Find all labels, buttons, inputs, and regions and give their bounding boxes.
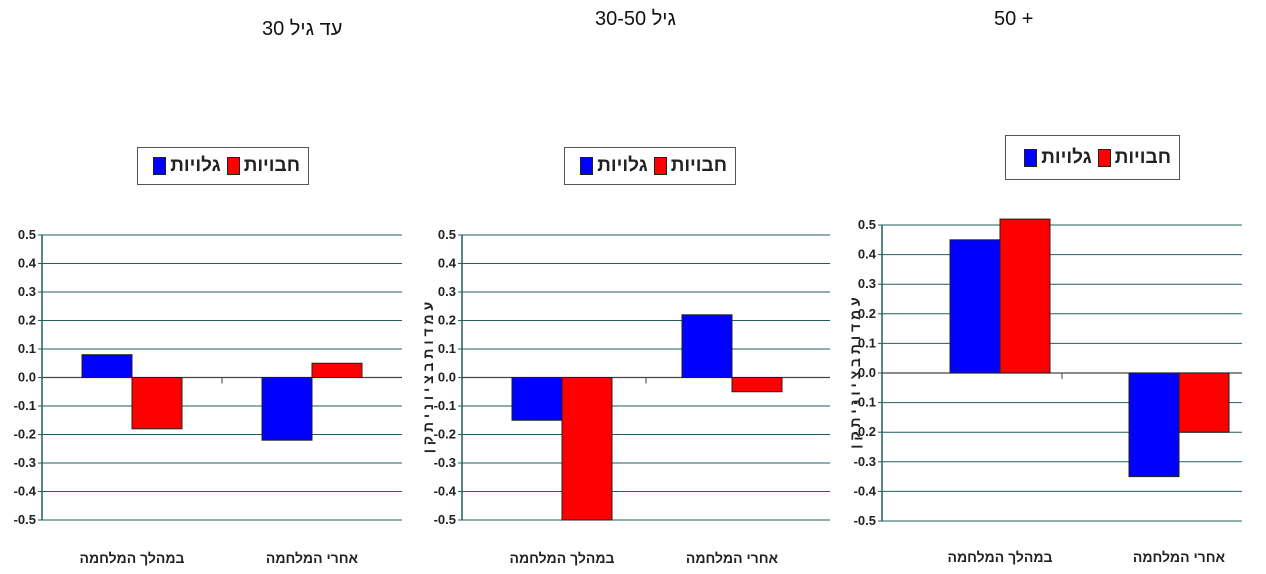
bar-visible — [681, 314, 733, 379]
y-tick-label: 0.4 — [18, 256, 37, 271]
y-axis-label: ע מ ד ו ת ב צ י ו נ י ת ק ן — [847, 297, 863, 448]
y-tick-label: -0.2 — [14, 427, 36, 442]
y-tick-label: 0.5 — [18, 227, 36, 242]
y-tick-label: -0.1 — [854, 395, 876, 410]
y-tick-label: -0.2 — [854, 424, 876, 439]
y-tick-label: 0.2 — [858, 306, 876, 321]
legend-swatch-blue — [1024, 148, 1038, 167]
legend-item-hidden: חבויות — [226, 155, 300, 177]
bar-visible — [81, 354, 133, 378]
bar-hidden — [1178, 372, 1230, 433]
legend-item-visible: גלויות — [580, 155, 648, 177]
bar-hidden — [131, 377, 183, 430]
legend-swatch-red — [226, 157, 240, 175]
y-tick-label: -0.3 — [14, 455, 36, 470]
legend-item-visible: גלויות — [153, 155, 221, 177]
y-tick-label: -0.3 — [434, 455, 456, 470]
bar-visible — [511, 377, 563, 421]
panel-30-50: גיל 30-50 חבויות גלויות -0.5 -0.4 -0.3 -0.2… — [420, 0, 840, 574]
x-category-label: אחרי המלחמה — [266, 550, 359, 566]
bar-visible — [949, 239, 1001, 374]
y-tick-label: 0.3 — [858, 276, 876, 291]
y-tick-label: 0.1 — [438, 341, 456, 356]
y-tick-label: -0.1 — [14, 398, 36, 413]
panel-title: עד גיל 30 — [262, 18, 343, 40]
legend-item-hidden: חבויות — [653, 155, 727, 177]
x-category-label: במהלך המלחמה — [80, 550, 185, 566]
y-tick-label: 0.0 — [858, 365, 876, 380]
legend-swatch-blue — [580, 157, 594, 175]
legend-swatch-blue — [153, 157, 167, 175]
y-tick-label: -0.2 — [434, 427, 456, 442]
bar-visible — [1128, 372, 1180, 478]
legend-label-hidden: חבויות — [1114, 146, 1171, 168]
legend-item-hidden: חבויות — [1097, 146, 1171, 169]
y-tick-label: 0.1 — [858, 335, 876, 350]
y-tick-label: -0.4 — [434, 484, 457, 499]
y-tick-label: 0.3 — [438, 284, 456, 299]
y-tick-label: -0.5 — [434, 512, 456, 527]
x-category-label: במהלך המלחמה — [948, 549, 1053, 565]
chart-legend: חבויות גלויות — [1005, 135, 1180, 180]
y-tick-label: -0.5 — [854, 513, 876, 528]
y-tick-label: 0.5 — [438, 227, 456, 242]
y-axis-label: ע מ ד ו ת ב צ י ו נ י ת ק ן — [420, 302, 436, 453]
y-tick-label: 0.3 — [18, 284, 36, 299]
y-tick-label: -0.1 — [434, 398, 456, 413]
x-category-label: אחרי המלחמה — [686, 550, 779, 566]
y-tick-label: 0.0 — [438, 370, 456, 385]
y-tick-label: 0.0 — [18, 370, 36, 385]
bar-chart: -0.5 -0.4 -0.3 -0.2 -0.1 0.0 0.1 0.2 0.3 0.4 0.5 במ… — [420, 227, 830, 566]
y-tick-label: 0.4 — [858, 247, 877, 262]
legend-swatch-red — [653, 157, 667, 175]
bar-chart: -0.5 -0.4 -0.3 -0.2 -0.1 0.0 0.1 0.2 0.3 0.4 0.5 במ… — [847, 217, 1242, 565]
y-tick-label: 0.2 — [18, 313, 36, 328]
bar-hidden — [561, 377, 613, 521]
y-tick-label: -0.4 — [854, 483, 877, 498]
y-tick-label: 0.2 — [438, 313, 456, 328]
y-tick-label: -0.4 — [14, 484, 37, 499]
y-tick-label: -0.3 — [854, 454, 876, 469]
legend-swatch-red — [1097, 148, 1111, 167]
y-tick-label: -0.5 — [14, 512, 36, 527]
legend-label-hidden: חבויות — [670, 155, 727, 176]
chart-legend: חבויות גלויות — [564, 147, 736, 185]
chart-legend: חבויות גלויות — [137, 147, 309, 185]
y-tick-label: 0.1 — [18, 341, 36, 356]
bar-hidden — [311, 362, 363, 378]
x-category-label: אחרי המלחמה — [1133, 549, 1226, 565]
legend-label-visible: גלויות — [597, 155, 648, 176]
bar-chart: -0.5 -0.4 -0.3 -0.2 -0.1 0.0 0.1 0.2 0.3 0.4 0.5 במ… — [14, 227, 402, 566]
bar-visible — [261, 377, 313, 441]
panel-title: 50 + — [994, 8, 1034, 30]
panel-50-plus: 50 + חבויות גלויות -0.5 -0.4 -0.3 -0.2 -0.1 0… — [840, 0, 1266, 574]
panel-title: גיל 30-50 — [595, 8, 676, 30]
x-category-label: במהלך המלחמה — [510, 550, 615, 566]
legend-label-visible: גלויות — [170, 155, 221, 176]
legend-label-visible: גלויות — [1041, 146, 1092, 168]
legend-label-hidden: חבויות — [243, 155, 300, 176]
y-tick-label: 0.4 — [438, 256, 457, 271]
y-tick-label: 0.5 — [858, 217, 876, 232]
legend-item-visible: גלויות — [1024, 146, 1092, 169]
bar-hidden — [731, 377, 783, 393]
bar-hidden — [999, 218, 1051, 374]
panel-under-30: עד גיל 30 חבויות גלויות -0.5 -0.4 -0.3 -0.2… — [0, 0, 420, 574]
